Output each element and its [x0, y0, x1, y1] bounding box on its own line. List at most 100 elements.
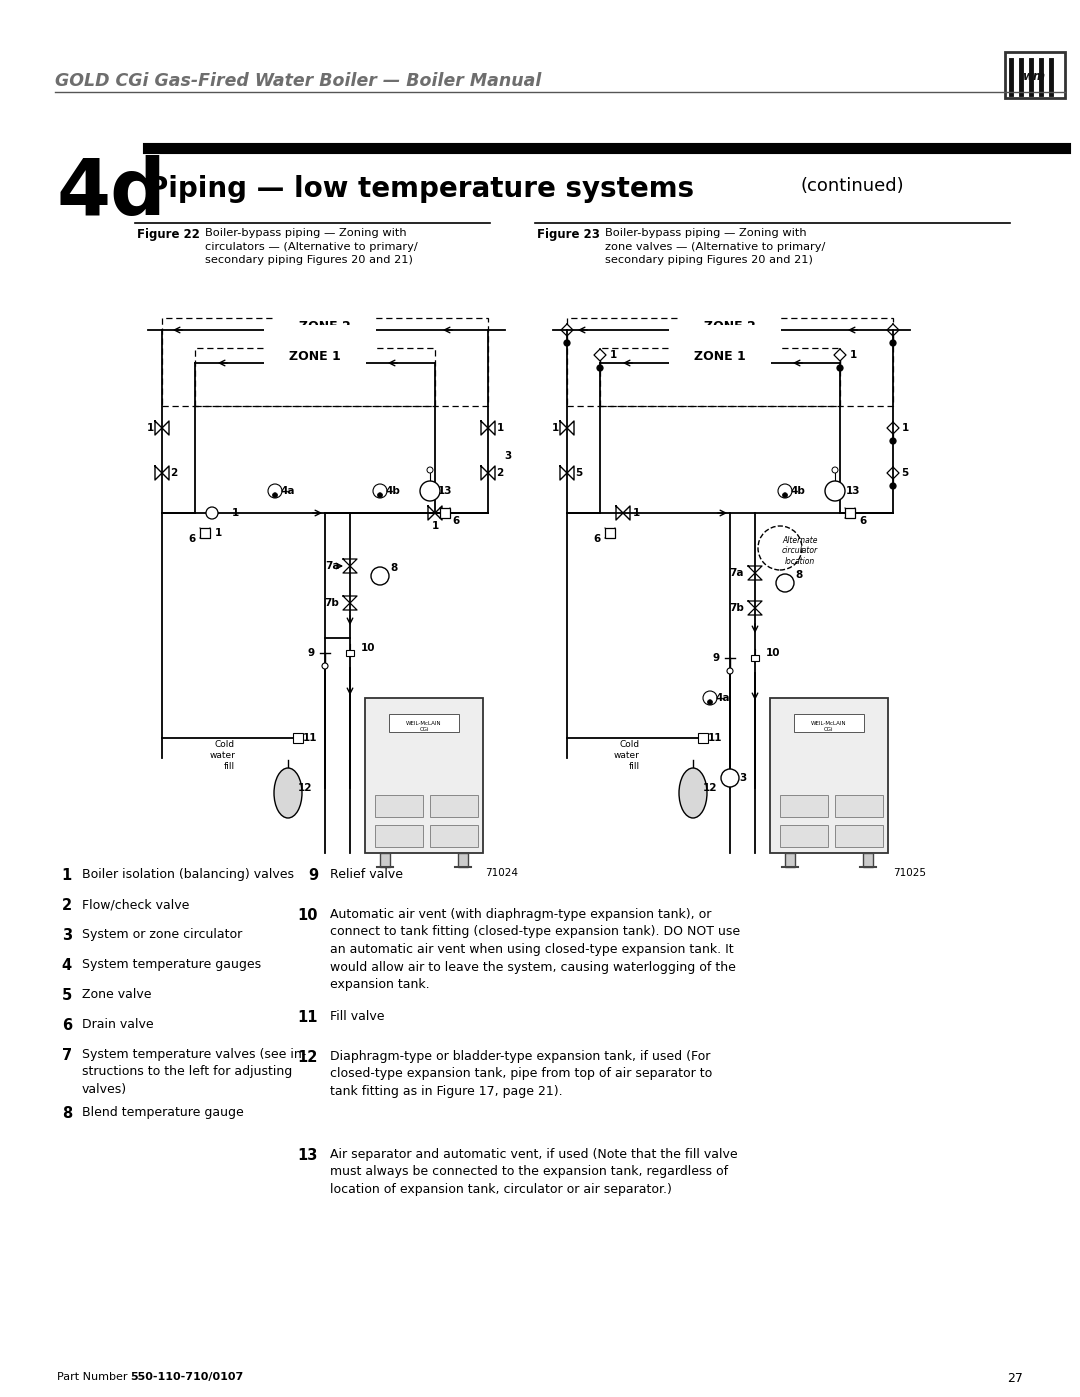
Bar: [605, 528, 615, 538]
Bar: [375, 795, 423, 816]
Circle shape: [783, 493, 787, 497]
Text: 1: 1: [552, 423, 558, 433]
Text: 10: 10: [297, 908, 318, 923]
Circle shape: [890, 439, 896, 444]
Bar: [770, 698, 888, 854]
Text: 8: 8: [390, 563, 397, 573]
Bar: [780, 824, 828, 847]
Text: 10: 10: [361, 643, 375, 652]
Text: 4b: 4b: [386, 486, 401, 496]
Text: 11: 11: [707, 733, 723, 743]
Text: Flow/check valve: Flow/check valve: [82, 898, 189, 911]
Text: 4a: 4a: [716, 693, 730, 703]
Bar: [458, 854, 468, 868]
Polygon shape: [887, 467, 899, 479]
Circle shape: [825, 481, 845, 502]
Bar: [835, 824, 883, 847]
Text: 1: 1: [497, 423, 503, 433]
Text: 9: 9: [308, 868, 318, 883]
Bar: [162, 319, 488, 407]
Bar: [375, 824, 423, 847]
Text: Boiler-bypass piping — Zoning with
circulators — (Alternative to primary/
second: Boiler-bypass piping — Zoning with circu…: [205, 228, 418, 265]
Text: Zone valve: Zone valve: [82, 988, 151, 1002]
Polygon shape: [343, 559, 357, 573]
Circle shape: [206, 507, 218, 520]
Text: 1: 1: [609, 351, 617, 360]
Polygon shape: [748, 601, 762, 615]
Text: 3: 3: [504, 451, 512, 461]
Text: 71024: 71024: [485, 868, 518, 877]
Ellipse shape: [274, 768, 302, 819]
Text: 6: 6: [453, 515, 460, 527]
Circle shape: [703, 692, 717, 705]
Text: 2: 2: [171, 468, 177, 478]
Text: 4b: 4b: [791, 486, 806, 496]
Text: 5: 5: [62, 988, 72, 1003]
Polygon shape: [748, 566, 762, 580]
Circle shape: [564, 339, 570, 346]
Circle shape: [420, 481, 440, 502]
Text: 6: 6: [62, 1018, 72, 1032]
Bar: [365, 698, 483, 854]
Bar: [430, 795, 478, 816]
Bar: [863, 854, 873, 868]
Polygon shape: [887, 324, 899, 337]
Text: Fill valve: Fill valve: [330, 1010, 384, 1023]
Text: 1: 1: [231, 509, 239, 518]
Text: 13: 13: [298, 1148, 318, 1162]
Bar: [195, 348, 435, 407]
Text: 12: 12: [703, 782, 717, 793]
Bar: [567, 319, 893, 407]
Circle shape: [322, 664, 328, 669]
Bar: [794, 714, 864, 732]
Text: 8: 8: [795, 570, 802, 580]
Text: Boiler-bypass piping — Zoning with
zone valves — (Alternative to primary/
second: Boiler-bypass piping — Zoning with zone …: [605, 228, 825, 265]
Text: 1: 1: [633, 509, 639, 518]
Bar: [346, 650, 354, 657]
Text: Cold
water
fill: Cold water fill: [615, 740, 640, 771]
Text: wm: wm: [1024, 70, 1047, 84]
Text: Cold
water
fill: Cold water fill: [210, 740, 235, 771]
Text: 4a: 4a: [281, 486, 295, 496]
Circle shape: [832, 467, 838, 474]
Text: 9: 9: [713, 652, 719, 664]
Text: 9: 9: [308, 648, 314, 658]
Circle shape: [378, 493, 382, 497]
Text: GOLD CGi Gas-Fired Water Boiler — Boiler Manual: GOLD CGi Gas-Fired Water Boiler — Boiler…: [55, 73, 541, 89]
Text: 12: 12: [298, 1051, 318, 1065]
Circle shape: [890, 339, 896, 346]
Text: 13: 13: [437, 486, 453, 496]
Circle shape: [597, 365, 603, 372]
Text: System temperature valves (see in-
structions to the left for adjusting
valves): System temperature valves (see in- struc…: [82, 1048, 307, 1097]
Text: 550-110-710/0107: 550-110-710/0107: [130, 1372, 243, 1382]
Text: System or zone circulator: System or zone circulator: [82, 928, 242, 942]
Text: Air separator and automatic vent, if used (Note that the fill valve
must always : Air separator and automatic vent, if use…: [330, 1148, 738, 1196]
Text: 7b: 7b: [325, 598, 339, 608]
Text: ZONE 1: ZONE 1: [694, 351, 746, 363]
Text: System temperature gauges: System temperature gauges: [82, 958, 261, 971]
Bar: [780, 795, 828, 816]
Text: (continued): (continued): [800, 177, 904, 196]
Circle shape: [778, 483, 792, 497]
Circle shape: [272, 493, 278, 497]
Circle shape: [372, 567, 389, 585]
Text: 3: 3: [740, 773, 746, 782]
Bar: [200, 528, 210, 538]
Text: Piping — low temperature systems: Piping — low temperature systems: [148, 175, 694, 203]
Text: 5: 5: [902, 468, 908, 478]
Circle shape: [758, 527, 802, 570]
Text: 1: 1: [902, 423, 908, 433]
Text: 11: 11: [302, 733, 318, 743]
Circle shape: [837, 365, 843, 372]
Text: Drain valve: Drain valve: [82, 1018, 153, 1031]
Text: Diaphragm-type or bladder-type expansion tank, if used (For
closed-type expansio: Diaphragm-type or bladder-type expansion…: [330, 1051, 712, 1098]
Text: 2: 2: [497, 468, 503, 478]
Text: 4d: 4d: [57, 155, 166, 231]
Text: 8: 8: [62, 1106, 72, 1120]
Text: ZONE 2: ZONE 2: [299, 320, 351, 332]
Bar: [600, 348, 840, 407]
Text: 6: 6: [860, 515, 866, 527]
Polygon shape: [594, 349, 606, 360]
Text: ZONE 1: ZONE 1: [289, 351, 341, 363]
Bar: [845, 509, 855, 518]
